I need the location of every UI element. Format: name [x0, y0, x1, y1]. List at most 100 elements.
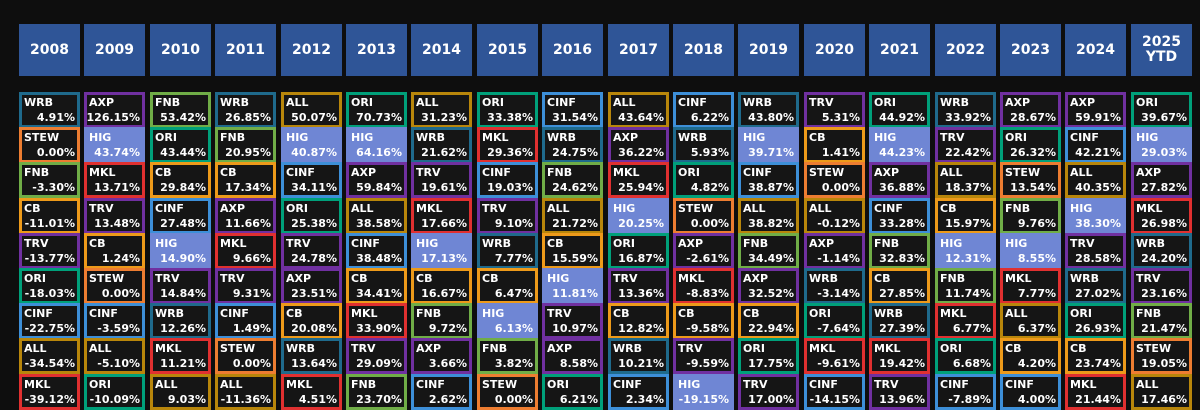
ticker-label: TRV: [809, 96, 834, 109]
ticker-label: CINF: [155, 202, 184, 215]
return-value: 50.07%: [291, 111, 337, 124]
ticker-label: CB: [874, 272, 891, 285]
return-cell: CINF 2.34%: [608, 374, 669, 410]
return-cell: TRV 14.84%: [150, 268, 211, 304]
return-cell: MKL 7.77%: [1000, 268, 1061, 304]
ticker-label: CINF: [24, 307, 53, 320]
ticker-label: FNB: [940, 272, 966, 285]
return-value: 38.87%: [748, 181, 794, 194]
return-value: 59.91%: [1075, 111, 1121, 124]
return-value: 18.37%: [945, 181, 991, 194]
return-value: -34.54%: [24, 357, 75, 370]
return-value: 12.82%: [618, 322, 664, 335]
ticker-label: HIG: [547, 272, 570, 285]
return-value: 6.37%: [1017, 322, 1056, 335]
year-header: 2024: [1065, 24, 1126, 76]
ticker-label: HIG: [743, 131, 766, 144]
ticker-label: CINF: [351, 237, 380, 250]
return-value: 17.75%: [748, 357, 794, 370]
return-value: 44.23%: [879, 146, 925, 159]
ticker-label: ALL: [613, 96, 636, 109]
return-cell: CINF 31.54%: [542, 92, 603, 128]
return-value: 3.66%: [428, 357, 467, 370]
return-value: 23.70%: [356, 393, 402, 406]
ticker-label: ORI: [743, 342, 765, 355]
return-cell: MKL 29.36%: [477, 127, 538, 163]
return-cell: WRB 24.75%: [542, 127, 603, 163]
ticker-label: ORI: [482, 96, 504, 109]
return-value: 19.61%: [421, 181, 467, 194]
return-value: 10.21%: [618, 357, 664, 370]
ticker-label: TRV: [743, 378, 768, 391]
return-value: -3.30%: [32, 181, 75, 194]
ticker-label: WRB: [743, 96, 772, 109]
return-cell: ORI 39.67%: [1131, 92, 1192, 128]
return-value: -11.01%: [24, 217, 75, 230]
ticker-label: ORI: [286, 202, 308, 215]
return-cell: WRB 21.62%: [411, 127, 472, 163]
return-cell: MKL 9.66%: [215, 233, 276, 269]
ticker-label: MKL: [416, 202, 443, 215]
return-cell: MKL 13.71%: [84, 162, 145, 198]
ticker-label: CB: [220, 166, 237, 179]
return-value: 16.67%: [421, 287, 467, 300]
ticker-label: STEW: [89, 272, 125, 285]
return-value: 26.85%: [225, 111, 271, 124]
return-value: 14.90%: [160, 252, 206, 265]
year-header: 2010: [150, 24, 211, 76]
ticker-label: CB: [155, 166, 172, 179]
return-value: 16.87%: [618, 252, 664, 265]
ticker-label: WRB: [220, 96, 249, 109]
return-cell: FNB 32.83%: [869, 233, 930, 269]
return-value: -9.61%: [817, 357, 860, 370]
return-value: 27.39%: [879, 322, 925, 335]
return-cell: CINF 38.87%: [738, 162, 799, 198]
ticker-label: CB: [416, 272, 433, 285]
return-cell: AXP 8.58%: [542, 338, 603, 374]
year-header: 2017: [608, 24, 669, 76]
return-value: 39.71%: [748, 146, 794, 159]
return-cell: WRB 5.93%: [673, 127, 734, 163]
return-value: 21.72%: [552, 217, 598, 230]
return-cell: MKL 11.21%: [150, 338, 211, 374]
ticker-label: TRV: [482, 202, 507, 215]
return-cell: ALL 17.46%: [1131, 374, 1192, 410]
ticker-label: MKL: [89, 166, 116, 179]
ticker-label: MKL: [1005, 272, 1032, 285]
return-cell: CINF 6.22%: [673, 92, 734, 128]
return-cell: ORI -7.64%: [804, 303, 865, 339]
ticker-label: CB: [286, 307, 303, 320]
return-value: 19.03%: [487, 181, 533, 194]
ticker-label: CINF: [743, 166, 772, 179]
return-cell: ALL 43.64%: [608, 92, 669, 128]
return-cell: CB 29.84%: [150, 162, 211, 198]
ticker-label: ALL: [1005, 307, 1028, 320]
ticker-label: FNB: [155, 96, 181, 109]
return-value: -18.03%: [24, 287, 75, 300]
return-cell: CINF -22.75%: [19, 303, 80, 339]
return-value: 0.00%: [690, 217, 729, 230]
return-value: 19.05%: [1141, 357, 1187, 370]
return-cell: STEW 0.00%: [673, 198, 734, 234]
return-cell: WRB 7.77%: [477, 233, 538, 269]
return-value: -1.14%: [817, 252, 860, 265]
return-cell: HIG 17.13%: [411, 233, 472, 269]
ticker-label: WRB: [874, 307, 903, 320]
return-value: 0.00%: [821, 181, 860, 194]
year-header: 2008: [19, 24, 80, 76]
ticker-label: HIG: [416, 237, 439, 250]
ticker-label: STEW: [482, 378, 518, 391]
return-value: 42.21%: [1075, 146, 1121, 159]
ticker-label: AXP: [416, 342, 442, 355]
year-header: 2018: [673, 24, 734, 76]
return-value: 5.31%: [821, 111, 860, 124]
return-value: 26.32%: [1010, 146, 1056, 159]
year-header: 2011: [215, 24, 276, 76]
return-cell: MKL -8.83%: [673, 268, 734, 304]
return-value: 33.92%: [945, 111, 991, 124]
return-value: 15.59%: [552, 252, 598, 265]
ticker-label: CINF: [940, 378, 969, 391]
ticker-label: CINF: [286, 166, 315, 179]
return-cell: HIG 29.03%: [1131, 127, 1192, 163]
